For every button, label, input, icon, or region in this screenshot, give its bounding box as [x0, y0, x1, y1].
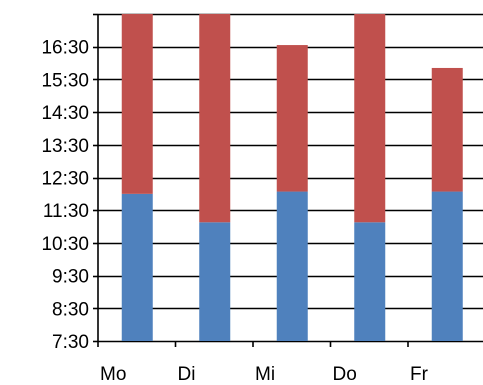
- bar-segment-lower-do: [354, 222, 386, 341]
- y-tick-label: 14:30: [41, 103, 89, 124]
- x-tick-label: Fr: [410, 364, 429, 385]
- bar-segment-upper-mi: [276, 45, 308, 192]
- x-tick-label: Mi: [255, 364, 275, 385]
- bar-segment-lower-mi: [276, 191, 308, 341]
- bar-segment-upper-fr: [431, 67, 463, 192]
- x-tick-label: Do: [333, 364, 357, 385]
- x-tick-label: Di: [178, 364, 196, 385]
- bar-segment-lower-fr: [431, 191, 463, 341]
- y-tick-label: 11:30: [43, 201, 89, 222]
- y-tick-label: 9:30: [52, 267, 89, 288]
- y-tick-label: 8:30: [52, 299, 89, 320]
- bar-segment-lower-di: [199, 222, 231, 341]
- y-tick-label: 16:30: [41, 38, 89, 59]
- x-tick-labels: Mo Di Mi Do Fr: [100, 364, 429, 385]
- y-tick-labels: 7:30 8:30 9:30 10:30 11:30 12:30 13:30 14:30 15:…: [41, 38, 89, 353]
- bars: [121, 14, 463, 341]
- y-tick-label: 13:30: [41, 136, 89, 157]
- y-tick-label: 15:30: [41, 70, 89, 91]
- bar-segment-upper-do: [354, 14, 386, 223]
- axes: [93, 13, 409, 347]
- x-tick-label: Mo: [100, 364, 126, 385]
- y-tick-label: 7:30: [52, 332, 89, 353]
- bar-segment-upper-di: [199, 14, 231, 223]
- y-tick-label: 10:30: [41, 234, 89, 255]
- bar-segment-lower-mo: [121, 193, 153, 341]
- bar-segment-upper-mo: [121, 14, 153, 194]
- y-tick-label: 12:30: [41, 169, 89, 190]
